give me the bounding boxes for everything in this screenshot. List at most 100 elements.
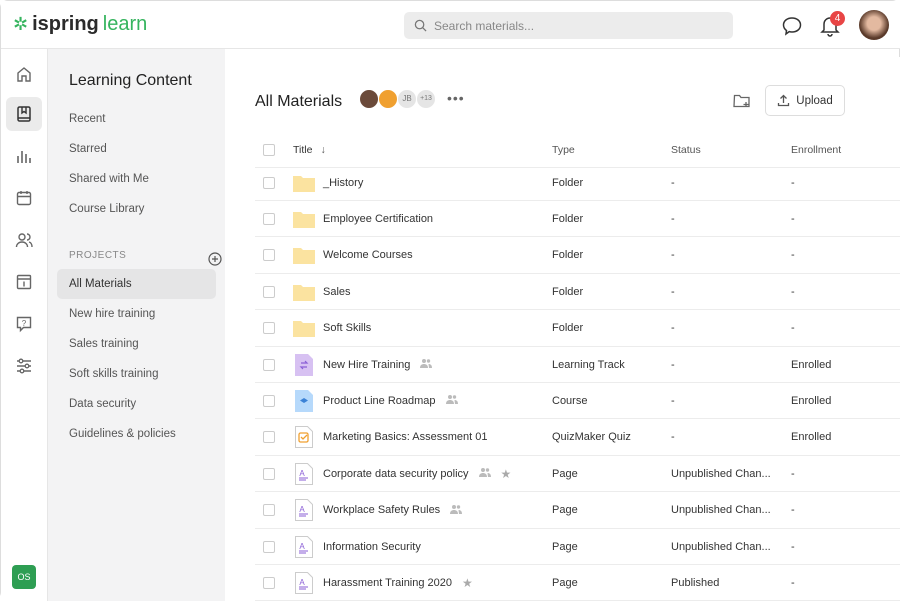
enrollment-cell: - xyxy=(791,540,795,553)
title-cell[interactable]: A Workplace Safety Rules xyxy=(293,499,463,522)
member-avatar-initials[interactable]: JB xyxy=(397,89,417,109)
sidebar-item-course-library[interactable]: Course Library xyxy=(69,203,145,215)
table-row[interactable]: A Harassment Training 2020 ★ Page Publishe… xyxy=(255,565,900,601)
enrollment-cell: - xyxy=(791,576,795,589)
title-cell[interactable]: Employee Certification xyxy=(293,210,433,228)
more-options-icon[interactable]: ••• xyxy=(447,90,465,106)
info-board-icon[interactable] xyxy=(6,265,42,299)
table-row[interactable]: A Information Security Page Unpublished C… xyxy=(255,529,900,565)
page-icon: A xyxy=(293,535,315,558)
upload-button[interactable]: Upload xyxy=(765,85,845,116)
status-cell: - xyxy=(671,431,675,444)
title-cell[interactable]: _History xyxy=(293,174,363,192)
status-cell: - xyxy=(671,322,675,335)
project-item[interactable]: Soft skills training xyxy=(69,368,159,380)
row-checkbox[interactable] xyxy=(263,467,275,480)
folder-icon xyxy=(293,319,315,338)
row-checkbox[interactable] xyxy=(263,431,275,444)
shared-icon xyxy=(445,394,458,407)
row-checkbox[interactable] xyxy=(263,285,275,298)
help-icon[interactable]: ? xyxy=(6,307,42,341)
enrollment-cell: - xyxy=(791,504,795,517)
enrollment-cell: - xyxy=(791,212,795,225)
notification-badge: 4 xyxy=(830,11,845,26)
title-cell[interactable]: Product Line Roadmap xyxy=(293,389,458,412)
project-item[interactable]: Sales training xyxy=(69,338,139,350)
column-title[interactable]: Title ↓ xyxy=(293,143,326,156)
logo[interactable]: ✲ ispring learn xyxy=(13,13,148,35)
column-type[interactable]: Type xyxy=(552,143,575,156)
member-avatar[interactable] xyxy=(359,89,379,109)
title-cell[interactable]: A Corporate data security policy ★ xyxy=(293,462,512,485)
row-checkbox[interactable] xyxy=(263,322,275,335)
table-row[interactable]: _History Folder - - xyxy=(255,165,900,201)
type-cell: Page xyxy=(552,540,578,553)
table-row[interactable]: Product Line Roadmap Course - Enrolled xyxy=(255,383,900,420)
title-cell[interactable]: New Hire Training xyxy=(293,353,433,376)
upload-icon xyxy=(778,94,790,107)
row-checkbox[interactable] xyxy=(263,394,275,407)
table-row[interactable]: A Corporate data security policy ★ Page Un… xyxy=(255,456,900,493)
type-cell: Folder xyxy=(552,176,584,189)
row-checkbox[interactable] xyxy=(263,540,275,553)
book-icon[interactable] xyxy=(6,97,42,131)
user-avatar[interactable] xyxy=(859,10,889,40)
type-cell: Course xyxy=(552,394,588,407)
enrollment-cell: - xyxy=(791,467,795,480)
table-row[interactable]: Welcome Courses Folder - - xyxy=(255,238,900,274)
chat-icon[interactable] xyxy=(781,15,803,37)
enrollment-cell: Enrolled xyxy=(791,431,832,444)
select-all-checkbox[interactable] xyxy=(263,143,275,156)
project-item[interactable]: Data security xyxy=(69,398,137,410)
title-cell[interactable]: Marketing Basics: Assessment 01 xyxy=(293,426,487,449)
table-row[interactable]: Employee Certification Folder - - xyxy=(255,201,900,238)
column-status[interactable]: Status xyxy=(671,143,701,156)
row-checkbox[interactable] xyxy=(263,212,275,225)
row-checkbox[interactable] xyxy=(263,176,275,189)
table-row[interactable]: New Hire Training Learning Track - Enrol… xyxy=(255,347,900,383)
table-row[interactable]: Sales Folder - - xyxy=(255,274,900,311)
title-cell[interactable]: Welcome Courses xyxy=(293,246,413,265)
row-checkbox[interactable] xyxy=(263,504,275,517)
star-icon[interactable]: ★ xyxy=(500,466,512,481)
settings-sliders-icon[interactable] xyxy=(6,349,42,383)
row-checkbox[interactable] xyxy=(263,576,275,589)
table-row[interactable]: A Workplace Safety Rules Page Unpublished… xyxy=(255,493,900,529)
sidebar: Learning Content Recent Starred Shared w… xyxy=(48,49,225,601)
enrollment-cell: - xyxy=(791,322,795,335)
enrollment-cell: - xyxy=(791,285,795,298)
table-row[interactable]: Soft Skills Folder - - xyxy=(255,311,900,347)
users-icon[interactable] xyxy=(6,223,42,257)
star-icon[interactable]: ★ xyxy=(462,575,473,590)
enrollment-cell: - xyxy=(791,176,795,189)
more-members-count[interactable]: +13 xyxy=(416,89,436,109)
new-folder-icon[interactable] xyxy=(733,93,751,109)
sidebar-item-shared[interactable]: Shared with Me xyxy=(69,173,149,185)
add-project-icon[interactable] xyxy=(208,252,222,266)
row-checkbox[interactable] xyxy=(263,358,275,371)
svg-text:A: A xyxy=(299,505,305,514)
calendar-icon[interactable] xyxy=(6,181,42,215)
sidebar-item-starred[interactable]: Starred xyxy=(69,143,107,155)
search-input[interactable]: Search materials... xyxy=(404,12,733,39)
column-enrollment[interactable]: Enrollment xyxy=(791,143,842,156)
title-cell[interactable]: Sales xyxy=(293,283,351,301)
project-item[interactable]: New hire training xyxy=(69,308,156,320)
folder-icon xyxy=(293,283,315,301)
sidebar-item-recent[interactable]: Recent xyxy=(69,113,106,125)
title-cell[interactable]: Soft Skills xyxy=(293,319,371,338)
home-icon[interactable] xyxy=(6,57,42,91)
title-cell[interactable]: A Information Security xyxy=(293,535,421,558)
top-bar: ✲ ispring learn Search materials... 4 xyxy=(1,1,900,49)
row-checkbox[interactable] xyxy=(263,249,275,262)
member-avatar[interactable] xyxy=(378,89,398,109)
projects-label: PROJECTS xyxy=(69,250,127,261)
user-initials-button[interactable]: OS xyxy=(12,565,36,589)
table-row[interactable]: Marketing Basics: Assessment 01 QuizMake… xyxy=(255,420,900,456)
chart-icon[interactable] xyxy=(6,139,42,173)
status-cell: Unpublished Chan... xyxy=(671,540,771,553)
status-cell: - xyxy=(671,285,675,298)
project-all-materials[interactable]: All Materials xyxy=(57,269,216,299)
project-item[interactable]: Guidelines & policies xyxy=(69,428,176,440)
title-cell[interactable]: A Harassment Training 2020 ★ xyxy=(293,571,473,594)
